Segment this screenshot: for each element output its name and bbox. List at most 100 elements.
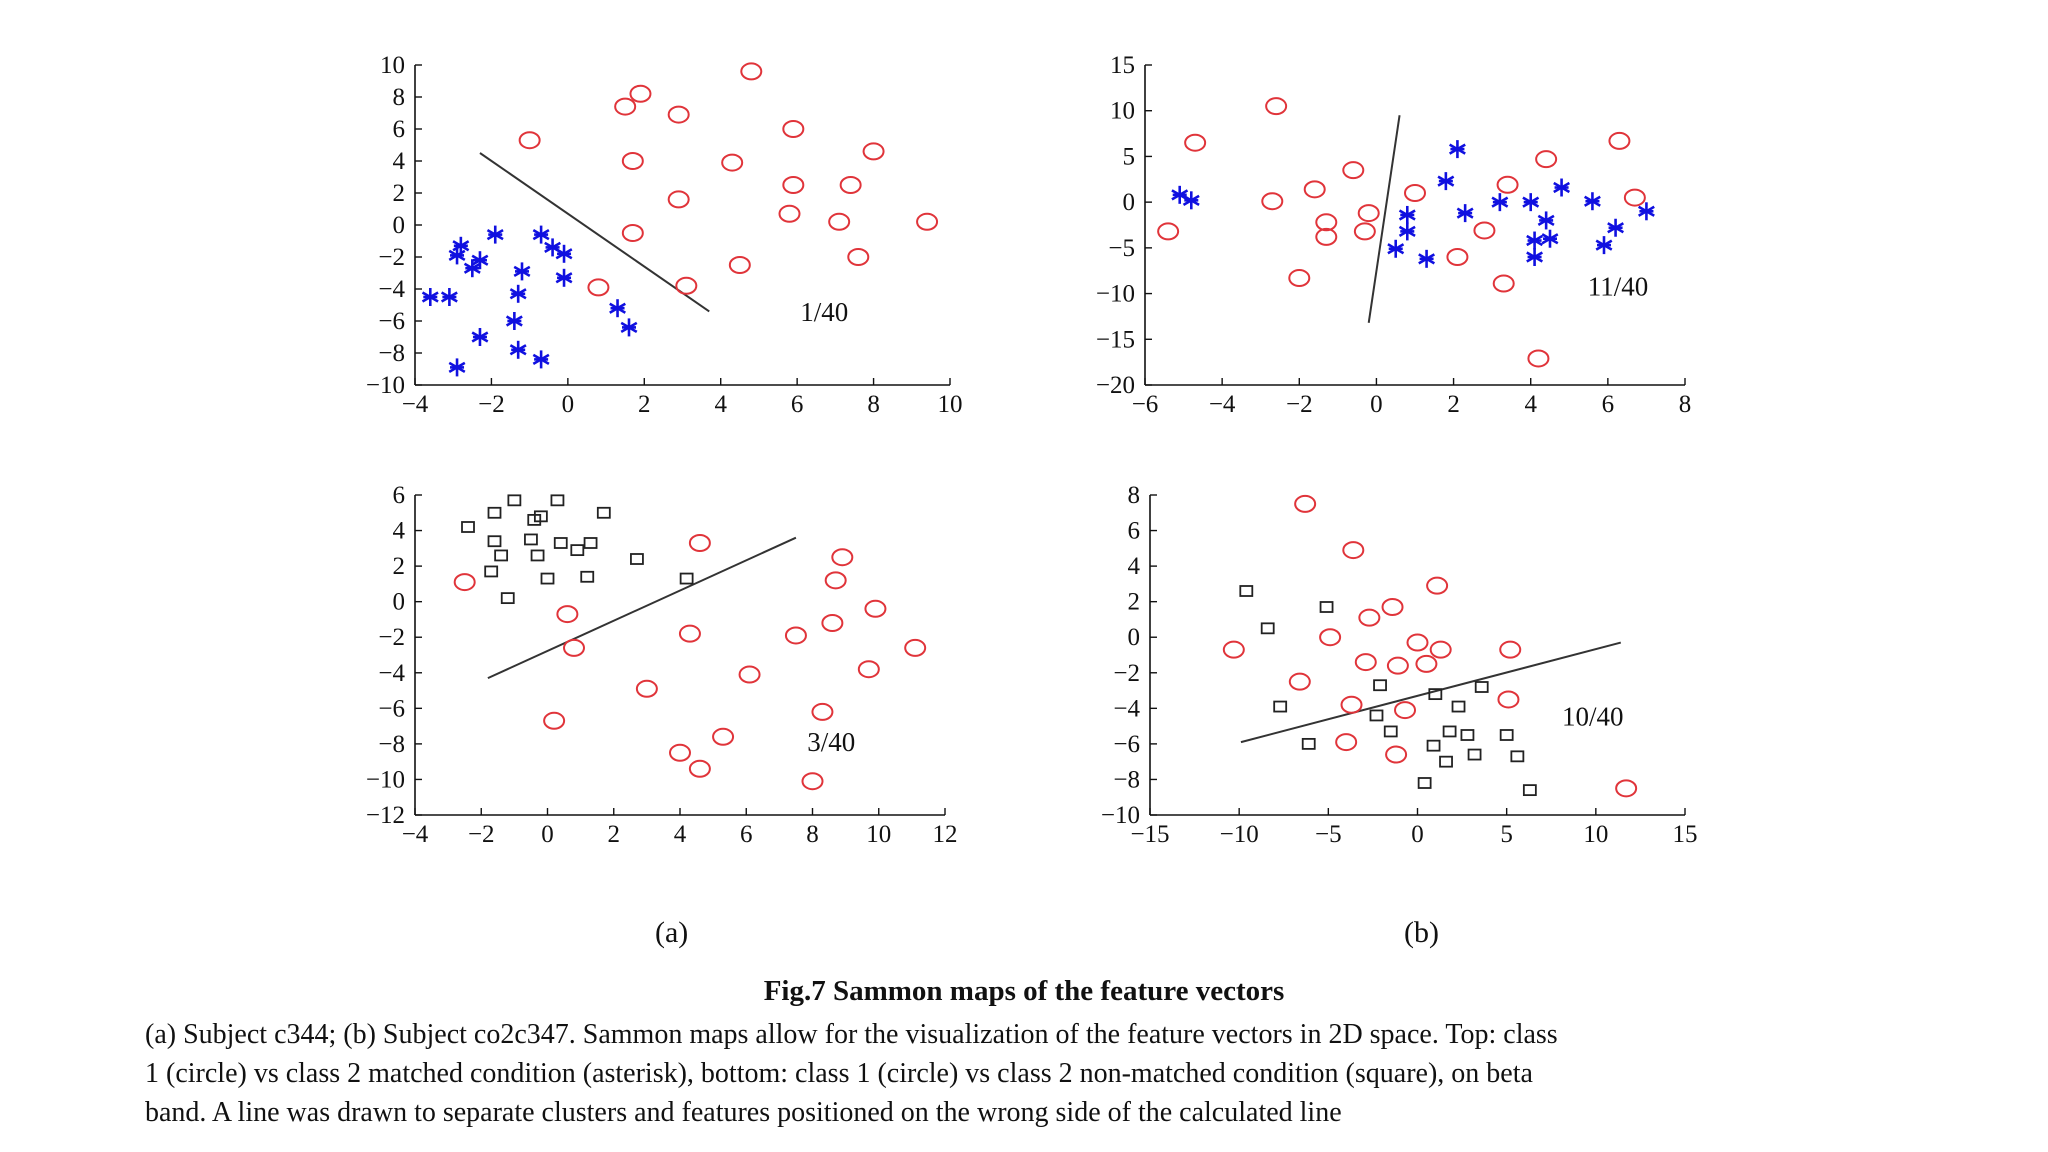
x-tick-label: 2 [608,821,621,848]
circle-point [1184,133,1207,152]
circle-point [1342,541,1365,560]
circle-point [1358,608,1381,627]
circle-point [824,571,847,590]
asterisk-point [1171,185,1189,204]
x-tick-label: 0 [562,391,575,418]
circle-point [811,702,834,721]
y-tick-label: −10 [1096,281,1135,308]
circle-point [1157,222,1180,241]
circle-point [782,176,805,194]
figure-title: Fig.7 Sammon maps of the feature vectors [763,975,1285,1007]
y-tick-label: −20 [1096,372,1135,399]
square-point [679,572,694,585]
x-tick-label: 5 [1500,821,1513,848]
circle-point [1406,633,1429,652]
y-tick-label: 0 [393,589,406,616]
asterisk-point [509,284,527,303]
circle-point [667,190,690,209]
square-point [540,572,555,585]
square-point [1510,750,1525,763]
asterisk-point [1526,231,1544,250]
x-tick-label: −6 [1132,391,1159,418]
caption-line: 1 (circle) vs class 2 matched condition … [145,1058,1533,1089]
square-point [1522,784,1537,797]
circle-point [614,97,637,116]
y-tick-label: 8 [393,84,406,111]
y-tick-label: −5 [1108,235,1135,262]
x-tick-label: 0 [1411,821,1424,848]
x-tick-label: 15 [1673,821,1698,848]
misclassified-ratio-label: 1/40 [800,297,848,327]
circle-point [1623,188,1646,207]
asterisk-point [463,259,481,278]
x-tick-label: 4 [1524,391,1537,418]
square-point [596,506,611,519]
circle-point [1315,213,1338,232]
asterisk-point [609,299,626,318]
square-point [1474,681,1489,693]
x-tick-label: −4 [402,821,429,848]
x-tick-label: −15 [1130,821,1169,848]
circle-point [1340,695,1363,714]
y-tick-label: 0 [1123,189,1136,216]
asterisk-point [1387,239,1405,258]
asterisk-point [1437,172,1455,191]
x-tick-label: 0 [541,821,554,848]
circle-point [1473,221,1496,240]
circle-point [721,153,744,172]
asterisk-point [1595,236,1613,255]
x-tick-label: −5 [1315,821,1342,848]
square-point [484,565,499,578]
square-point [530,549,545,562]
square-point [507,494,522,507]
asterisk-point [486,225,504,244]
y-tick-label: −10 [366,372,405,399]
circle-point [864,599,887,618]
circle-point [1615,779,1638,798]
square-point [1417,777,1432,789]
figure-caption: (a) Subject c344; (b) Subject co2c347. S… [145,1015,1890,1132]
circle-point [1527,349,1550,368]
asterisk-point [1182,191,1200,210]
chart-svg: −10 −8 −6 −4 −2 0 2 4 6 8 10 −4 −2 0 2 4 6 8 10 1/40 [366,52,963,418]
y-tick-label: −6 [1113,731,1140,758]
asterisk-point [505,312,523,330]
circle-point [1404,184,1426,202]
x-tick-label: 6 [1602,391,1615,418]
y-tick-label: 6 [393,116,406,143]
y-tick-label: 4 [393,148,406,175]
y-tick-label: −2 [1113,660,1140,687]
circle-point [1294,494,1317,513]
square-point [1239,585,1254,597]
circle-point [629,84,652,103]
x-tick-label: 2 [1447,391,1460,418]
x-tick-label: 8 [806,821,819,848]
circle-point [1288,672,1311,691]
y-tick-label: −15 [1096,326,1135,353]
asterisk-point [421,288,439,306]
circle-point [1497,690,1520,709]
chart-svg: −12 −10 −8 −6 −4 −2 0 2 4 6 −4 −2 0 2 4 6 8 10 12 3/40 [366,482,958,848]
y-tick-label: −4 [1113,695,1140,722]
caption-line: band. A line was drawn to separate clust… [145,1097,1342,1128]
square-point [1499,729,1514,741]
circle-point [1342,161,1365,180]
square-point [553,537,568,549]
y-tick-label: −8 [378,731,405,758]
y-tick-label: 5 [1123,143,1136,170]
circle-point [778,204,801,223]
asterisk-point [513,262,531,281]
y-tick-label: 10 [380,52,405,79]
sublabel-a: (a) [655,916,689,949]
sublabel-b: (b) [1404,916,1439,949]
y-tick-label: −2 [378,244,405,271]
circle-point [1354,653,1377,672]
circle-point [1303,180,1326,199]
y-tick-label: −12 [366,802,405,829]
y-tick-label: 2 [393,180,406,207]
asterisk-point [1398,222,1416,241]
circle-point [1492,274,1515,293]
square-point [1426,739,1441,752]
circle-point [678,624,701,643]
